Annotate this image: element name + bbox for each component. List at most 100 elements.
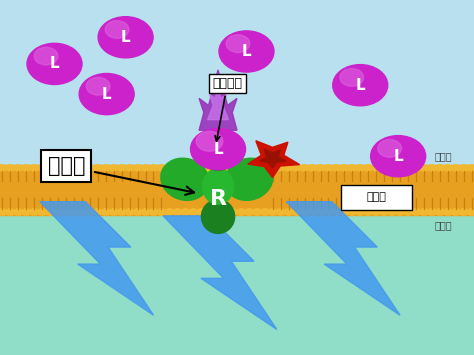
Circle shape — [98, 17, 153, 58]
Polygon shape — [40, 202, 154, 315]
Circle shape — [141, 165, 150, 171]
Circle shape — [14, 165, 23, 171]
Circle shape — [371, 136, 426, 177]
Circle shape — [173, 165, 182, 171]
Circle shape — [261, 209, 269, 215]
Circle shape — [316, 165, 325, 171]
Circle shape — [237, 209, 245, 215]
Circle shape — [38, 165, 46, 171]
Circle shape — [419, 165, 428, 171]
Circle shape — [301, 165, 309, 171]
Ellipse shape — [225, 158, 273, 200]
Circle shape — [46, 165, 55, 171]
Circle shape — [173, 209, 182, 215]
Circle shape — [451, 165, 460, 171]
Circle shape — [467, 209, 474, 215]
Circle shape — [380, 209, 388, 215]
Circle shape — [428, 209, 436, 215]
Text: L: L — [102, 87, 111, 102]
Circle shape — [436, 165, 444, 171]
Circle shape — [253, 165, 261, 171]
Circle shape — [301, 209, 309, 215]
Circle shape — [340, 69, 364, 86]
Text: 細胞膜: 細胞膜 — [367, 192, 387, 202]
Circle shape — [396, 209, 404, 215]
Circle shape — [62, 165, 70, 171]
Circle shape — [269, 165, 277, 171]
Circle shape — [229, 209, 237, 215]
Circle shape — [165, 209, 173, 215]
Circle shape — [149, 165, 158, 171]
Circle shape — [316, 209, 325, 215]
Circle shape — [292, 209, 301, 215]
Circle shape — [412, 209, 420, 215]
Text: 細胞内: 細胞内 — [434, 220, 452, 230]
Circle shape — [340, 209, 349, 215]
Circle shape — [93, 165, 102, 171]
Circle shape — [205, 209, 213, 215]
Circle shape — [78, 209, 86, 215]
Circle shape — [324, 165, 333, 171]
Ellipse shape — [201, 200, 235, 234]
Circle shape — [27, 43, 82, 84]
Circle shape — [372, 209, 381, 215]
Circle shape — [276, 209, 285, 215]
Circle shape — [412, 165, 420, 171]
Circle shape — [157, 209, 166, 215]
Circle shape — [261, 165, 269, 171]
Circle shape — [378, 140, 401, 157]
Text: L: L — [213, 142, 223, 157]
Circle shape — [181, 209, 190, 215]
Circle shape — [157, 165, 166, 171]
Circle shape — [467, 165, 474, 171]
Circle shape — [245, 165, 253, 171]
Text: R: R — [210, 189, 227, 209]
Circle shape — [308, 209, 317, 215]
Circle shape — [30, 209, 38, 215]
Circle shape — [6, 209, 15, 215]
Circle shape — [253, 209, 261, 215]
Circle shape — [388, 165, 396, 171]
Circle shape — [54, 209, 62, 215]
Circle shape — [6, 165, 15, 171]
Circle shape — [133, 165, 142, 171]
Circle shape — [46, 209, 55, 215]
Polygon shape — [163, 216, 277, 329]
Circle shape — [229, 165, 237, 171]
Polygon shape — [199, 70, 237, 130]
Circle shape — [54, 165, 62, 171]
FancyBboxPatch shape — [341, 185, 412, 210]
Circle shape — [451, 209, 460, 215]
Circle shape — [189, 209, 198, 215]
Circle shape — [419, 209, 428, 215]
Circle shape — [428, 165, 436, 171]
Circle shape — [459, 165, 468, 171]
Circle shape — [0, 165, 7, 171]
Circle shape — [459, 209, 468, 215]
Circle shape — [78, 165, 86, 171]
Circle shape — [30, 165, 38, 171]
Polygon shape — [260, 149, 286, 168]
Circle shape — [348, 165, 356, 171]
Circle shape — [189, 165, 198, 171]
Circle shape — [109, 209, 118, 215]
Bar — [0, 165, 474, 215]
Circle shape — [332, 165, 341, 171]
Circle shape — [34, 47, 58, 65]
Text: リガンド: リガンド — [212, 77, 243, 141]
Ellipse shape — [206, 156, 230, 170]
Circle shape — [213, 165, 221, 171]
Circle shape — [245, 209, 253, 215]
Text: 受容体: 受容体 — [47, 156, 194, 195]
Bar — [0, 208, 474, 355]
Circle shape — [70, 165, 78, 171]
Circle shape — [292, 165, 301, 171]
Text: L: L — [393, 149, 403, 164]
Ellipse shape — [161, 158, 209, 200]
Circle shape — [141, 209, 150, 215]
Polygon shape — [208, 73, 228, 120]
Circle shape — [219, 31, 274, 72]
Circle shape — [364, 165, 373, 171]
Circle shape — [396, 165, 404, 171]
Circle shape — [348, 209, 356, 215]
